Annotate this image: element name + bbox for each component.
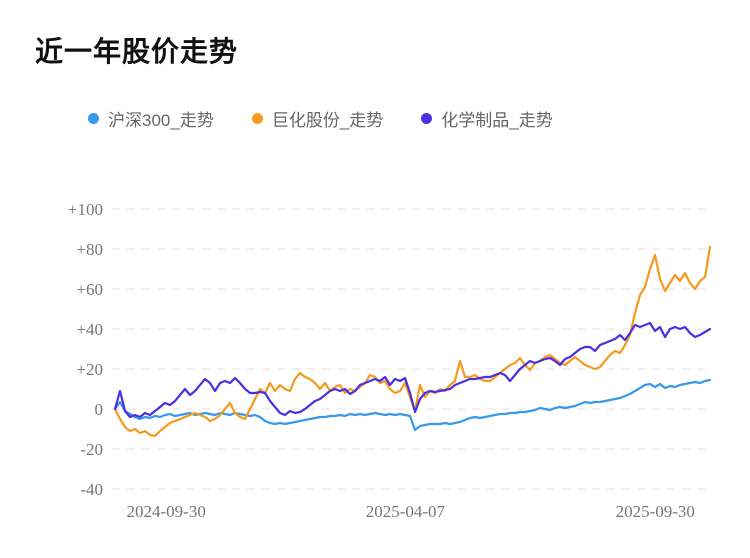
chart-line-0	[113, 378, 712, 432]
chart-legend: 沪深300_走势 巨化股份_走势 化学制品_走势	[88, 106, 553, 131]
legend-dot-blue-icon	[88, 113, 99, 124]
chart-line-2	[113, 321, 712, 419]
x-axis-tick-label: 2025-04-07	[366, 502, 446, 521]
x-axis-tick-label: 2024-09-30	[127, 502, 206, 521]
legend-dot-purple-icon	[421, 113, 433, 124]
legend-item-hs300[interactable]: 沪深300_走势	[88, 106, 214, 131]
legend-item-chemical[interactable]: 化学制品_走势	[421, 106, 553, 131]
y-axis-tick-label: -40	[80, 480, 103, 499]
y-axis-tick-label: +40	[76, 320, 103, 339]
legend-label-chemical: 化学制品_走势	[441, 111, 553, 130]
legend-label-juhua: 巨化股份_走势	[271, 111, 384, 130]
y-axis-tick-label: +20	[76, 360, 103, 379]
x-axis-tick-label: 2025-09-30	[616, 502, 695, 521]
legend-dot-orange-icon	[251, 113, 263, 124]
legend-label-hs300: 沪深300_走势	[108, 111, 214, 130]
chart-line-1	[113, 245, 712, 438]
y-axis-tick-label: +80	[76, 240, 103, 259]
y-axis-tick-label: -20	[80, 440, 103, 459]
page-title: 近一年股价走势	[35, 36, 239, 67]
y-axis-tick-label: +100	[68, 200, 103, 219]
legend-item-juhua[interactable]: 巨化股份_走势	[251, 106, 384, 131]
y-axis-tick-label: 0	[95, 400, 104, 419]
y-axis-tick-label: +60	[76, 280, 103, 299]
